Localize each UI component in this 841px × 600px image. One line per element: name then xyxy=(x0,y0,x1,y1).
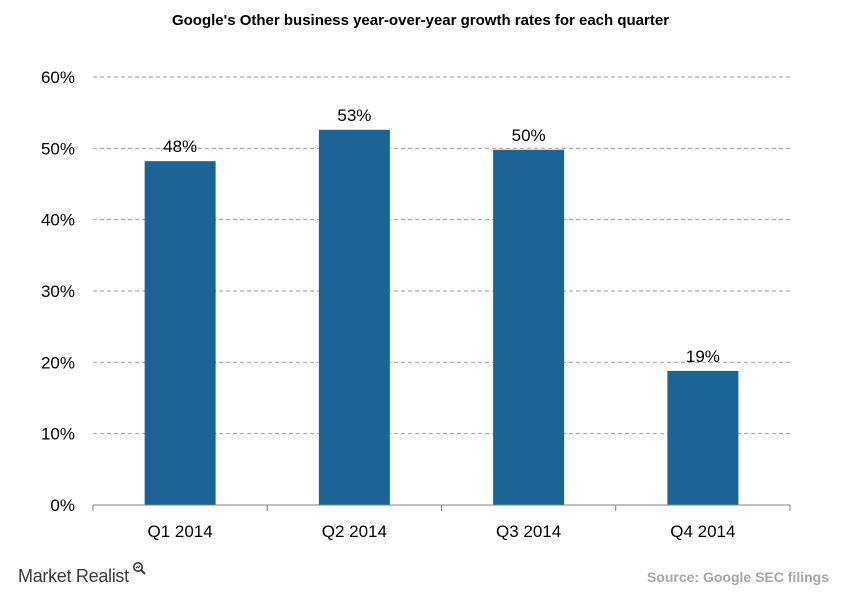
data-label: 53% xyxy=(337,106,371,125)
x-tick-label: Q2 2014 xyxy=(322,522,387,541)
bar xyxy=(318,129,390,505)
bar xyxy=(493,149,565,505)
y-tick-label: 60% xyxy=(41,68,75,87)
y-axis-tick-labels: 0% 10% 20% 30% 40% 50% 60% xyxy=(41,68,75,515)
data-label: 19% xyxy=(686,347,720,366)
data-labels: 48% 53% 50% 19% xyxy=(163,106,720,366)
bar-chart: 0% 10% 20% 30% 40% 50% 60% 48% 53% 50% 19% Q1 201… xyxy=(41,68,791,541)
bar xyxy=(667,370,739,505)
chart-title: Google's Other business year-over-year g… xyxy=(171,12,670,29)
x-axis-tick-labels: Q1 2014 Q2 2014 Q3 2014 Q4 2014 xyxy=(148,522,736,541)
data-label: 48% xyxy=(163,137,197,156)
y-tick-label: 50% xyxy=(41,139,75,158)
bars xyxy=(144,129,739,505)
bar xyxy=(144,161,216,505)
brand-logo-text: Market Realist xyxy=(18,566,129,586)
x-tick-label: Q3 2014 xyxy=(496,522,561,541)
source-note: Source: Google SEC filings xyxy=(646,569,829,585)
magnifier-icon xyxy=(133,562,146,575)
x-tick-label: Q1 2014 xyxy=(148,522,213,541)
y-tick-label: 10% xyxy=(41,425,75,444)
y-tick-label: 0% xyxy=(50,496,75,515)
y-tick-label: 40% xyxy=(41,211,75,230)
data-label: 50% xyxy=(512,126,546,145)
y-tick-label: 30% xyxy=(41,282,75,301)
x-axis xyxy=(92,504,791,511)
x-tick-label: Q4 2014 xyxy=(670,522,735,541)
y-tick-label: 20% xyxy=(41,353,75,372)
